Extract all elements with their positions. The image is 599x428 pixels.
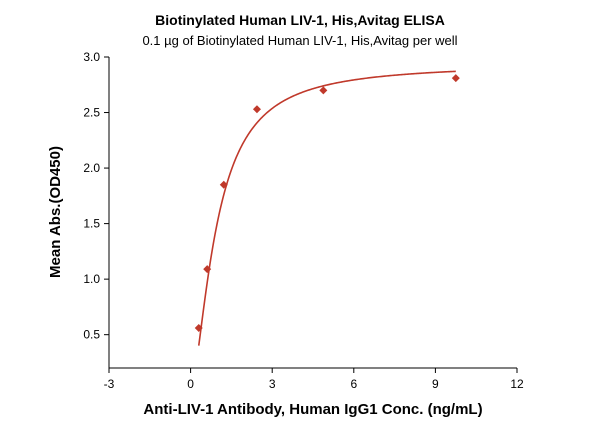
y-axis-title: Mean Abs.(OD450) <box>47 146 64 278</box>
x-tick-label: 0 <box>187 377 194 391</box>
x-tick-label: -3 <box>104 377 115 391</box>
y-axis-ticks: 0.5 1.0 1.5 2.0 2.5 3.0 <box>83 50 109 342</box>
data-points <box>194 74 460 333</box>
data-point <box>203 265 212 274</box>
data-point <box>319 86 328 95</box>
y-tick-label: 2.0 <box>83 161 100 175</box>
x-tick-label: 3 <box>269 377 276 391</box>
chart-subtitle: 0.1 µg of Biotinylated Human LIV-1, His,… <box>142 33 457 48</box>
x-axis-ticks: -3 0 3 6 9 12 <box>104 368 524 391</box>
y-tick-label: 1.5 <box>83 217 100 231</box>
data-point <box>194 324 203 333</box>
y-tick-label: 0.5 <box>83 328 100 342</box>
data-point <box>252 105 261 114</box>
y-tick-label: 1.0 <box>83 272 100 286</box>
x-tick-label: 9 <box>432 377 439 391</box>
x-tick-label: 12 <box>510 377 524 391</box>
x-tick-label: 6 <box>350 377 357 391</box>
data-point <box>219 180 228 189</box>
y-tick-label: 3.0 <box>83 50 100 64</box>
x-axis-title: Anti-LIV-1 Antibody, Human IgG1 Conc. (n… <box>143 401 482 418</box>
data-point <box>451 74 460 83</box>
fit-curve <box>197 70 456 346</box>
y-tick-label: 2.5 <box>83 106 100 120</box>
chart-title: Biotinylated Human LIV-1, His,Avitag ELI… <box>155 12 445 28</box>
